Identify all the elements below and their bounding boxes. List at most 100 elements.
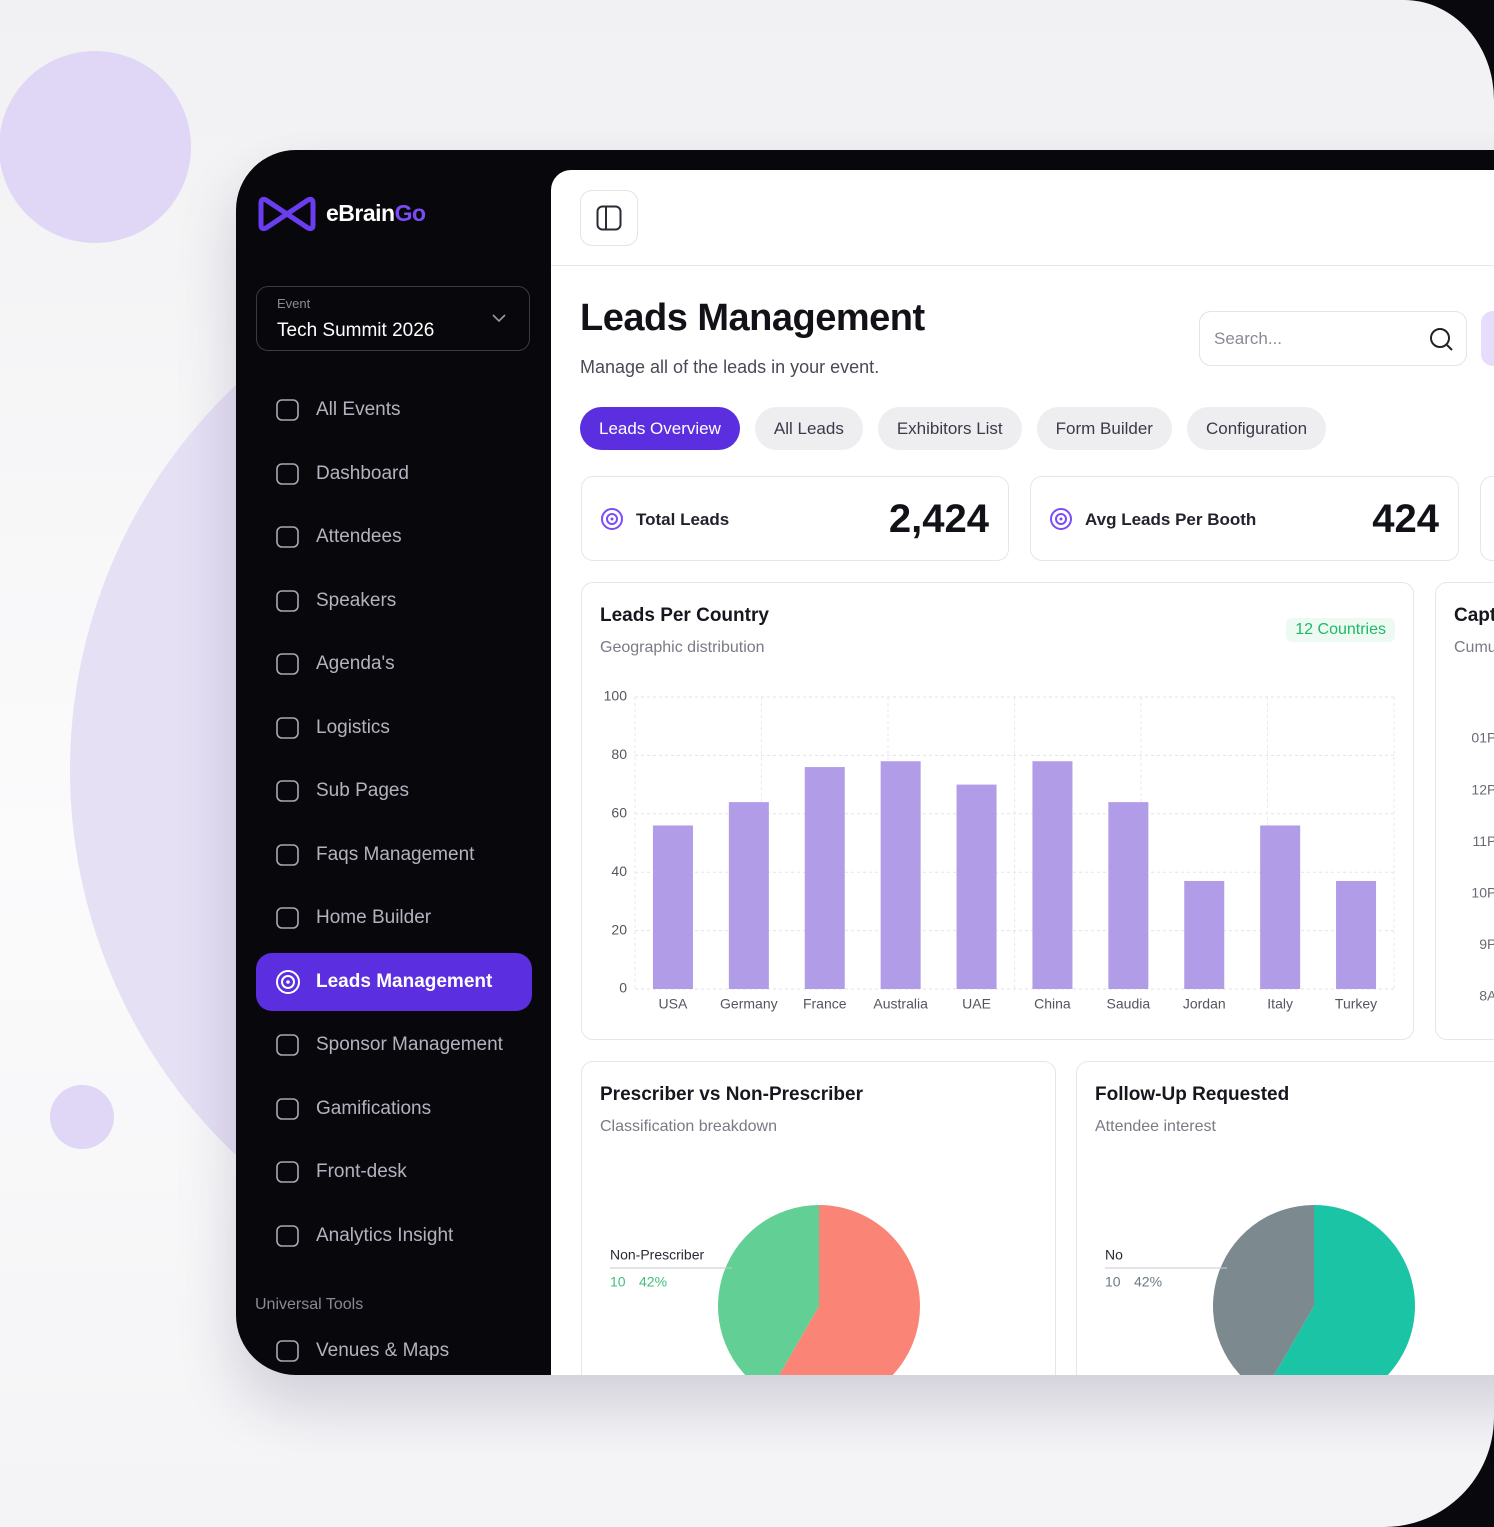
nav-item[interactable]: Leads Management [256,952,532,1011]
tab[interactable]: All Leads [754,407,863,450]
pie-slice [779,1205,920,1375]
icon-part [281,974,295,989]
icon-part [276,462,299,485]
nav-item[interactable]: Attendees [256,508,532,566]
stat-icon [1050,508,1072,530]
sidebar-toggle[interactable] [580,190,638,246]
bar [1032,761,1073,989]
decor-circle [50,1085,114,1149]
nav-label: Analytics Insight [316,1224,454,1246]
y-tick-label: 10PM [1471,885,1494,901]
nav-icon [276,462,299,485]
chart-title: Leads Per Country [600,605,769,626]
nav-label: Sub Pages [316,780,409,801]
tab[interactable]: Exhibitors List [877,407,1022,450]
y-tick-label: 40 [611,863,627,879]
y-tick-label: 8AM [1479,988,1494,1004]
y-tick-label: 01PM [1471,730,1494,746]
nav-label: Home Builder [316,907,432,928]
slice-percent: 42% [1134,1274,1162,1290]
slice-percent: 42% [639,1274,667,1290]
chevron-icon [492,314,506,323]
stat-label: Avg Leads Per Booth [1085,510,1257,529]
nav-item[interactable]: Home Builder [256,889,532,947]
x-tick-label: Germany [720,996,778,1012]
nav-icon [276,907,299,929]
chart-card: Capt Cumu 01PM 12PM 11PM 10PM 9PM 8AM [1435,582,1494,1040]
bar [956,784,997,989]
event-name: Tech Summit 2026 [277,320,435,341]
page-title: Leads Management [580,297,925,339]
chart-title: Prescriber vs Non-Prescriber [600,1084,863,1105]
pie-slice [718,1205,819,1375]
stat-card: Total Leads 2,424 [581,476,1009,561]
bar [728,802,769,989]
nav-item[interactable]: Speakers [256,572,532,630]
axis-labels: 01PM 12PM 11PM 10PM 9PM 8AM [1471,730,1494,1004]
nav-label: Dashboard [316,462,409,484]
nav-icon [276,589,299,612]
bar [652,825,693,989]
nav: All Events Dashboard Attendees Speakers Agen… [256,381,532,1281]
y-tick-label: 12PM [1471,781,1494,797]
search-box[interactable]: Search... [1199,311,1467,366]
nav-item[interactable]: Faqs Management [256,826,532,884]
nav-item[interactable]: Gamifications [256,1080,532,1138]
logo-text: eBrainGo [326,200,426,227]
slice-label: No [1105,1247,1123,1263]
bar-chart: 0 20 40 60 80 100 USA Germany France Australia UAE… [604,688,1395,1012]
x-tick-label: Jordan [1183,996,1226,1012]
nav-item[interactable]: Logistics [256,699,532,757]
nav-label: Front-desk [316,1161,407,1182]
nav-icon [276,1034,299,1056]
nav-item[interactable]: Front-desk [256,1143,532,1201]
event-select[interactable]: Event Tech Summit 2026 [256,286,530,351]
nav-icon [276,1161,299,1183]
tab[interactable]: Leads Overview [580,407,740,450]
icon-part [276,969,300,994]
nav-item[interactable]: All Events [256,381,532,439]
icon-part [276,589,299,612]
nav-item[interactable]: Sub Pages [256,762,532,820]
decor-circle [0,51,191,243]
chart-card: Leads Per Country Geographic distributio… [581,582,1414,1040]
stat-label: Total Leads [636,510,730,529]
action-button[interactable] [1481,311,1494,366]
nav-item[interactable]: Venues & Maps [256,1322,532,1380]
icon-part [276,1034,299,1056]
event-label: Event [277,296,311,311]
nav-icon [276,716,299,739]
x-tick-label: Turkey [1335,996,1377,1012]
tab[interactable]: Form Builder [1036,407,1172,450]
pie-slice [1213,1205,1314,1375]
nav-item[interactable]: Sponsor Management [256,1016,532,1074]
nav-label: Sponsor Management [316,1034,503,1055]
icon-part [276,1340,299,1362]
chart-title: Capt [1454,605,1494,626]
slice-value: 10 [610,1274,626,1290]
chart-title: Follow-Up Requested [1095,1084,1290,1105]
nav-item[interactable]: Analytics Insight [256,1207,532,1265]
y-tick-label: 20 [611,921,627,937]
pie-chart: No 10 42% [1105,1205,1415,1375]
nav-label: Logistics [316,716,390,738]
x-tick-label: UAE [962,996,991,1012]
y-tick-label: 100 [604,688,628,704]
nav-icon [276,653,299,675]
nav-label: Attendees [316,526,402,547]
pie-slice [1274,1205,1415,1375]
chart-subtitle: Classification breakdown [600,1118,777,1135]
nav-icon [276,780,299,802]
section-heading: Universal Tools [255,1296,364,1313]
nav-label: Speakers [316,589,397,611]
icon-part [276,843,299,866]
tab[interactable]: Configuration [1186,407,1327,450]
y-tick-label: 60 [611,805,627,821]
nav-item[interactable]: Agenda's [256,635,532,693]
tools: Venues & Maps [256,1322,532,1380]
search-icon [1430,328,1453,351]
x-tick-label: France [803,996,847,1012]
nav-item[interactable]: Dashboard [256,445,532,503]
icon-part [276,907,299,929]
toggle-icon [596,205,622,231]
